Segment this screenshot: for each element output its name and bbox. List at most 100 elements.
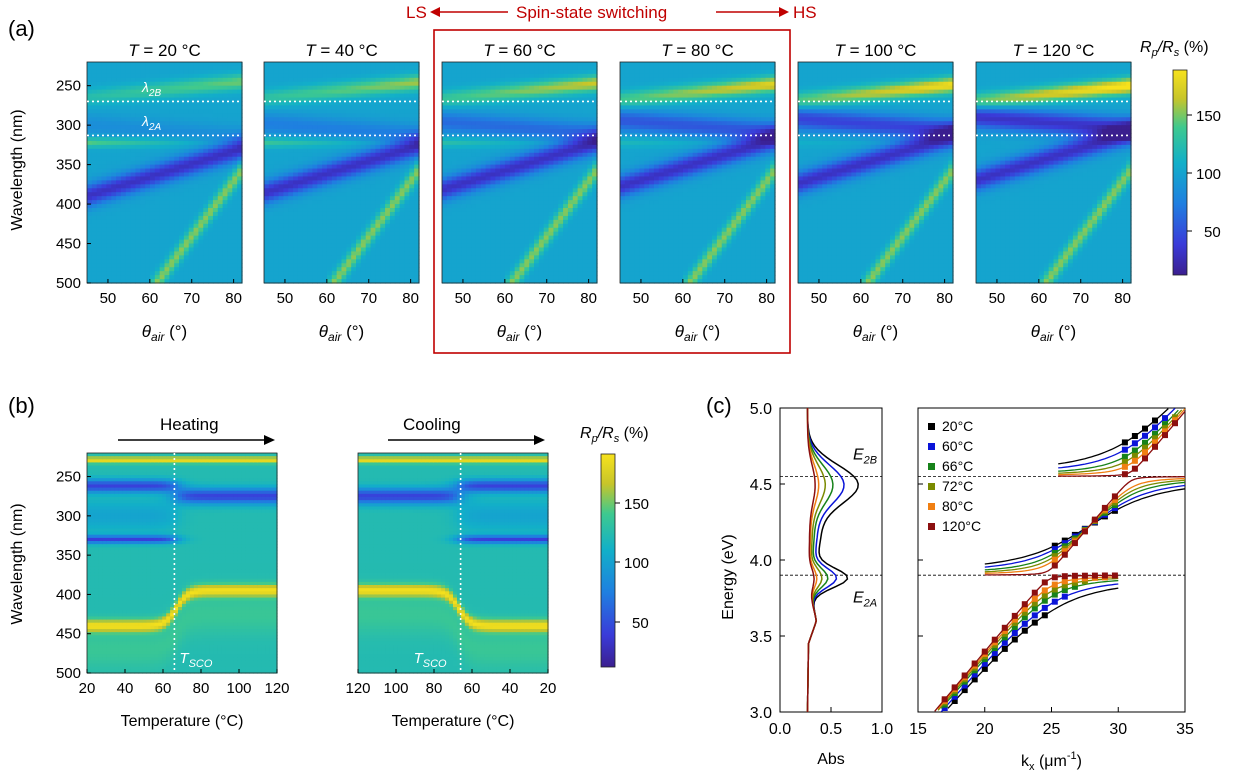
x-tick: 50	[633, 290, 650, 307]
x-tick: 25	[1043, 721, 1061, 738]
x-tick: 70	[1072, 290, 1089, 307]
data-marker	[1041, 604, 1048, 611]
x-tick: 60	[155, 680, 172, 697]
data-marker	[971, 671, 978, 678]
x-tick: 50	[455, 290, 472, 307]
y-tick: 300	[56, 508, 81, 525]
data-marker	[1172, 420, 1178, 427]
x-tick: 0.0	[769, 721, 791, 738]
dispersion-line	[940, 579, 1119, 709]
x-tick: 80	[1114, 290, 1131, 307]
data-marker	[1101, 504, 1108, 511]
x-tick: 50	[100, 290, 117, 307]
data-marker	[1162, 428, 1168, 435]
y-tick: 350	[56, 547, 81, 564]
heating-heatmap: TSCO 20 40 60 80 100 120 Temperature (°C) 250 300…	[56, 452, 290, 730]
data-marker	[1121, 463, 1128, 470]
data-marker	[1071, 572, 1078, 579]
data-marker	[1051, 574, 1058, 581]
data-marker	[1011, 624, 1018, 630]
dispersion-line	[1058, 409, 1179, 472]
y-tick: 400	[56, 586, 81, 603]
legend-marker	[928, 423, 935, 430]
hs-label: HS	[793, 3, 817, 22]
panel-b-colorbar: Rp/Rs (%) 150 100 50	[580, 425, 649, 668]
data-marker	[1071, 540, 1078, 547]
x-tick: 20	[540, 680, 557, 697]
panel-c-ylabel: Energy (eV)	[720, 534, 737, 619]
data-marker	[1142, 432, 1148, 439]
lambda-2a-label: λ2A	[141, 113, 161, 133]
spin-state-title: Spin-state switching	[516, 3, 667, 22]
data-marker	[1001, 634, 1008, 641]
data-marker	[1101, 572, 1108, 579]
data-marker	[1041, 612, 1048, 619]
data-marker	[991, 636, 998, 643]
x-axis-label: θair (°)	[319, 322, 364, 344]
x-tick: 0.5	[820, 721, 842, 738]
x-tick: 50	[277, 290, 294, 307]
data-marker	[1111, 572, 1118, 579]
tsco-label: TSCO	[414, 650, 447, 670]
data-marker	[1011, 612, 1018, 619]
legend-marker	[928, 523, 935, 530]
data-marker	[1091, 516, 1098, 523]
heatmap-panel-120: T = 120 °C 50 60 70 80 θair (°)	[975, 41, 1132, 344]
x-tick: 50	[811, 290, 828, 307]
colorbar-label: Rp/Rs (%)	[1140, 39, 1209, 59]
data-marker	[1061, 582, 1068, 589]
data-marker	[1021, 601, 1028, 608]
data-marker	[1051, 550, 1058, 556]
panel-a-ylabel: Wavelength (nm)	[9, 109, 26, 230]
colorbar-tick: 150	[1196, 108, 1221, 125]
data-marker	[1001, 645, 1008, 652]
x-tick: 80	[193, 680, 210, 697]
y-tick: 250	[56, 469, 81, 486]
data-marker	[981, 648, 988, 655]
colorbar-tick: 100	[624, 555, 649, 572]
data-marker	[1031, 595, 1038, 602]
data-marker	[1031, 600, 1038, 607]
data-marker	[951, 698, 958, 704]
x-axis-label: Temperature (°C)	[121, 713, 244, 730]
data-marker	[1011, 630, 1018, 636]
data-marker	[1121, 458, 1128, 465]
x-tick: 80	[402, 290, 419, 307]
data-marker	[1152, 439, 1158, 446]
x-tick: 20	[976, 721, 994, 738]
x-axis-label: θair (°)	[675, 322, 720, 344]
data-marker	[1021, 609, 1028, 616]
legend-label: 80°C	[942, 498, 973, 514]
data-marker	[991, 655, 998, 662]
data-marker	[941, 696, 948, 703]
panel-title: T = 100 °C	[835, 41, 917, 60]
data-marker	[1081, 572, 1088, 579]
legend-marker	[928, 503, 935, 510]
x-tick: 70	[894, 290, 911, 307]
abs-frame	[779, 407, 883, 713]
data-marker	[1051, 556, 1058, 563]
data-marker	[1061, 573, 1068, 580]
dispersion-line	[940, 583, 1119, 713]
data-marker	[981, 665, 988, 672]
data-marker	[1152, 417, 1158, 424]
cooling-label: Cooling	[403, 415, 461, 434]
data-marker	[1001, 627, 1008, 634]
data-marker	[941, 705, 948, 711]
data-marker	[1081, 528, 1088, 535]
x-tick: 60	[318, 290, 335, 307]
colorbar-tick: 50	[1204, 224, 1221, 241]
e2b-label: E2B	[853, 447, 877, 467]
panel-c-plots: 5.0 4.5 4.0 3.5 3.00.0 0.5 1.0 Abs 15 20 25 30 35 kx …	[750, 401, 1194, 773]
legend-label: 60°C	[942, 438, 973, 454]
panel-b-label: (b)	[8, 393, 35, 418]
panel-b-ylabel: Wavelength (nm)	[9, 503, 26, 624]
x-tick: 30	[1109, 721, 1127, 738]
legend-label: 72°C	[942, 478, 973, 494]
data-marker	[1131, 447, 1138, 454]
spin-state-header: LS Spin-state switching HS	[406, 3, 817, 22]
panel-title: T = 80 °C	[661, 41, 733, 60]
y-tick: 250	[56, 78, 81, 95]
legend-label: 66°C	[942, 458, 973, 474]
